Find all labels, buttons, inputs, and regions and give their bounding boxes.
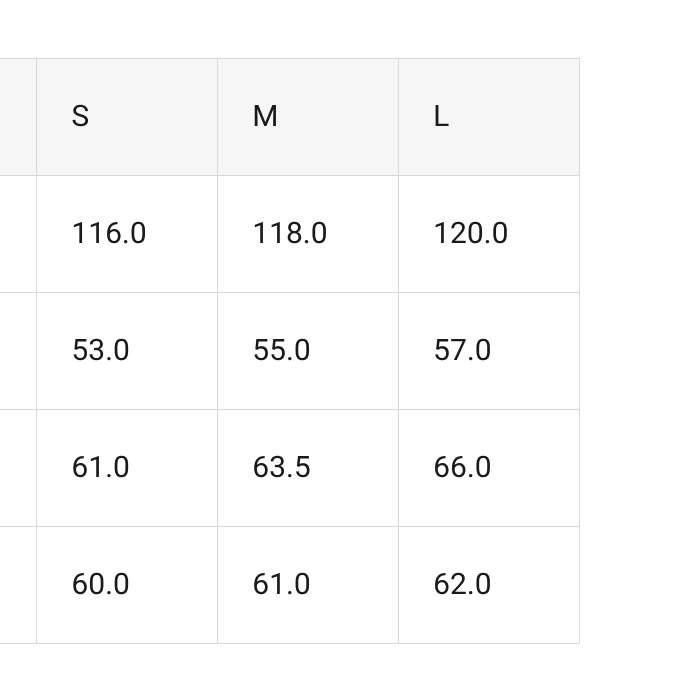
cell-value: 118.0 (218, 175, 399, 292)
cell-value: 61.0 (37, 409, 218, 526)
table-row: 비 53.0 55.0 57.0 (0, 292, 580, 409)
cell-value: 120.0 (399, 175, 580, 292)
cell-value: 55.0 (218, 292, 399, 409)
cell-value: 57.0 (399, 292, 580, 409)
cell-value: 63.5 (218, 409, 399, 526)
row-label: 이 (0, 526, 37, 643)
table-row: 116.0 118.0 120.0 (0, 175, 580, 292)
table-row: 이 60.0 61.0 62.0 (0, 526, 580, 643)
header-cell-s: S (37, 58, 218, 175)
bottom-spacer-row (0, 643, 580, 682)
table-row: 비 61.0 63.5 66.0 (0, 409, 580, 526)
header-cell-label (0, 58, 37, 175)
cell-value: 60.0 (37, 526, 218, 643)
cell-value: 62.0 (399, 526, 580, 643)
header-cell-l: L (399, 58, 580, 175)
header-row: S M L (0, 58, 580, 175)
cell-value: 116.0 (37, 175, 218, 292)
cell-value: 66.0 (399, 409, 580, 526)
header-cell-m: M (218, 58, 399, 175)
row-label (0, 175, 37, 292)
spacer-row (0, 0, 580, 58)
size-table: S M L 116.0 118.0 120.0 비 53.0 55.0 57.0… (0, 0, 580, 682)
size-table-container: S M L 116.0 118.0 120.0 비 53.0 55.0 57.0… (0, 0, 580, 682)
row-label: 비 (0, 409, 37, 526)
cell-value: 61.0 (218, 526, 399, 643)
cell-value: 53.0 (37, 292, 218, 409)
row-label: 비 (0, 292, 37, 409)
